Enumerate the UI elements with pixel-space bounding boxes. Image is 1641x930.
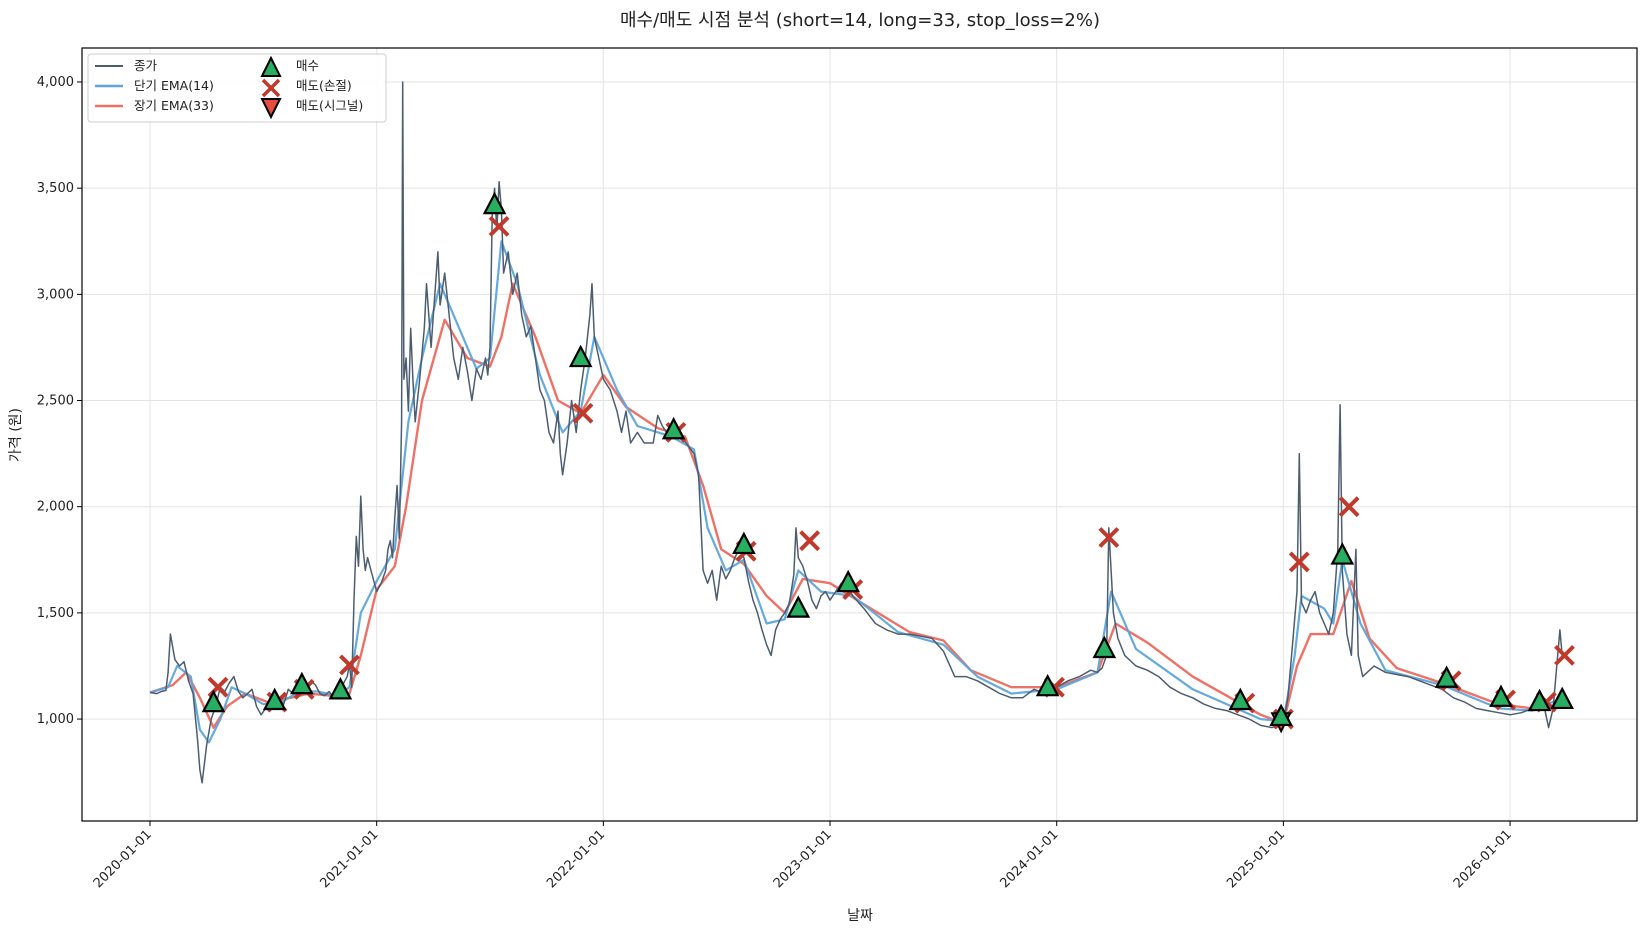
buy-marker bbox=[836, 569, 860, 593]
legend: 종가 단기 EMA(14) 장기 EMA(33) 매수 매도(손절) 매도(시그… bbox=[87, 53, 387, 123]
buy-marker bbox=[732, 531, 756, 555]
buy-marker bbox=[482, 191, 507, 215]
x-tick-label: 2020-01-01 bbox=[91, 827, 155, 891]
sell-stop-marker bbox=[1098, 527, 1120, 548]
x-axis-ticks: 2020-01-01 2021-01-01 2022-01-01 2023-01-01… bbox=[91, 821, 1515, 891]
x-tick-label: 2023-01-01 bbox=[771, 827, 835, 891]
buy-marker bbox=[201, 689, 226, 713]
x-tick-label: 2022-01-01 bbox=[544, 827, 608, 891]
y-tick-label: 2,500 bbox=[37, 394, 74, 409]
y-tick-label: 2,000 bbox=[37, 500, 74, 515]
buy-marker bbox=[661, 416, 686, 440]
ema-long-line bbox=[149, 282, 1563, 729]
buy-marker bbox=[1434, 665, 1459, 688]
gridlines bbox=[82, 48, 1637, 821]
x-axis-title: 날짜 bbox=[847, 908, 873, 924]
buy-marker bbox=[262, 687, 287, 711]
legend-box bbox=[87, 53, 387, 123]
buy-marker bbox=[1489, 684, 1513, 707]
legend-ema-long-label: 장기 EMA(33) bbox=[134, 98, 214, 113]
buy-marker bbox=[1269, 703, 1293, 727]
x-tick-label: 2025-01-01 bbox=[1224, 827, 1288, 891]
y-tick-label: 3,000 bbox=[37, 287, 74, 302]
sell-stop-marker bbox=[488, 215, 510, 237]
x-tick-label: 2024-01-01 bbox=[997, 827, 1061, 891]
buy-marker bbox=[1035, 673, 1060, 697]
trade-markers bbox=[201, 191, 1575, 734]
ema-long-series bbox=[149, 282, 1563, 729]
legend-buy-marker bbox=[260, 55, 282, 77]
buy-marker bbox=[1092, 635, 1117, 659]
legend-buy-label: 매수 bbox=[296, 58, 319, 73]
y-axis-ticks: 1,000 1,500 2,000 2,500 3,000 3,500 4,000 bbox=[37, 75, 82, 727]
sell-stop-marker bbox=[1338, 496, 1360, 518]
y-tick-label: 1,500 bbox=[37, 606, 74, 621]
x-tick-label: 2021-01-01 bbox=[317, 827, 381, 891]
ema-short-series bbox=[149, 240, 1563, 744]
buy-marker bbox=[568, 344, 593, 368]
plot-frame bbox=[81, 47, 1638, 822]
sell-stop-marker bbox=[1554, 644, 1575, 666]
legend-sell-stop-marker bbox=[261, 78, 281, 98]
buy-marker bbox=[1330, 542, 1355, 565]
buy-marker bbox=[290, 671, 314, 695]
chart-title: 매수/매도 시점 분석 (short=14, long=33, stop_los… bbox=[620, 10, 1100, 31]
buy-marker bbox=[1550, 686, 1575, 710]
sell-stop-marker bbox=[572, 402, 594, 424]
buy-marker bbox=[328, 677, 353, 700]
legend-sell-stop-label: 매도(손절) bbox=[296, 78, 352, 93]
x-tick-label: 2026-01-01 bbox=[1451, 827, 1515, 891]
buy-marker bbox=[1527, 688, 1552, 712]
sell-stop-marker bbox=[339, 654, 360, 676]
close-price-line bbox=[149, 81, 1563, 784]
sell-stop-marker bbox=[1288, 551, 1310, 573]
y-tick-label: 4,000 bbox=[37, 75, 74, 90]
y-tick-label: 3,500 bbox=[37, 181, 74, 196]
buy-marker bbox=[1228, 687, 1253, 711]
legend-sell-signal-label: 매도(시그널) bbox=[296, 98, 363, 113]
legend-ema-short-label: 단기 EMA(14) bbox=[134, 78, 214, 93]
y-axis-title: 가격 (원) bbox=[8, 408, 24, 462]
close-price-series bbox=[149, 81, 1563, 784]
legend-sell-signal-marker bbox=[260, 98, 282, 120]
buy-marker bbox=[786, 595, 811, 618]
legend-close-label: 종가 bbox=[134, 58, 158, 73]
y-tick-label: 1,000 bbox=[37, 712, 74, 727]
sell-stop-marker bbox=[799, 530, 821, 552]
ema-short-line bbox=[149, 240, 1563, 744]
